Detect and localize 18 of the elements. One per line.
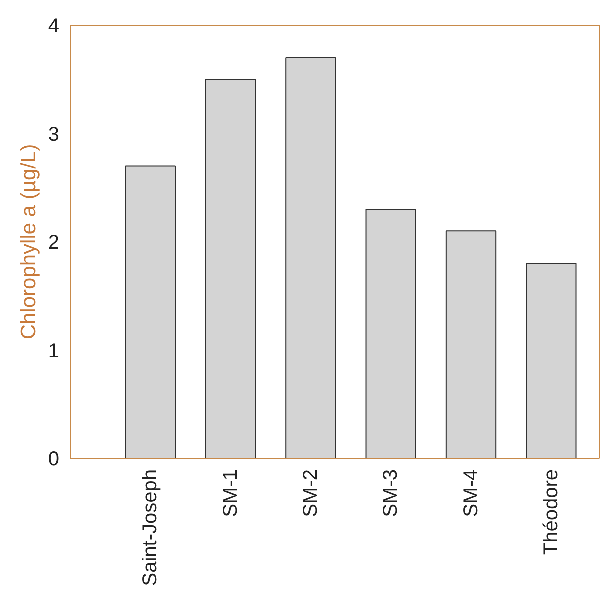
x-tick-label: Saint-Joseph: [140, 469, 162, 586]
x-tick-label: Théodore: [540, 469, 562, 556]
y-tick-label: 1: [48, 340, 60, 362]
x-tick-label: SM-3: [380, 469, 402, 518]
bar: [366, 209, 416, 458]
y-tick-label: 3: [48, 124, 60, 146]
bar: [125, 166, 176, 458]
bar: [286, 57, 336, 458]
y-tick-label: 4: [48, 16, 60, 38]
x-tick-label: SM-4: [460, 469, 482, 518]
y-tick-label: 2: [48, 232, 60, 254]
x-tick-label: SM-1: [220, 469, 242, 518]
y-axis-title: Chlorophylle a (µg/L): [17, 144, 40, 340]
bar: [526, 263, 577, 458]
x-tick-label: SM-2: [300, 469, 322, 518]
bar: [446, 230, 497, 458]
bar: [205, 79, 256, 458]
y-tick-label: 0: [48, 448, 60, 470]
